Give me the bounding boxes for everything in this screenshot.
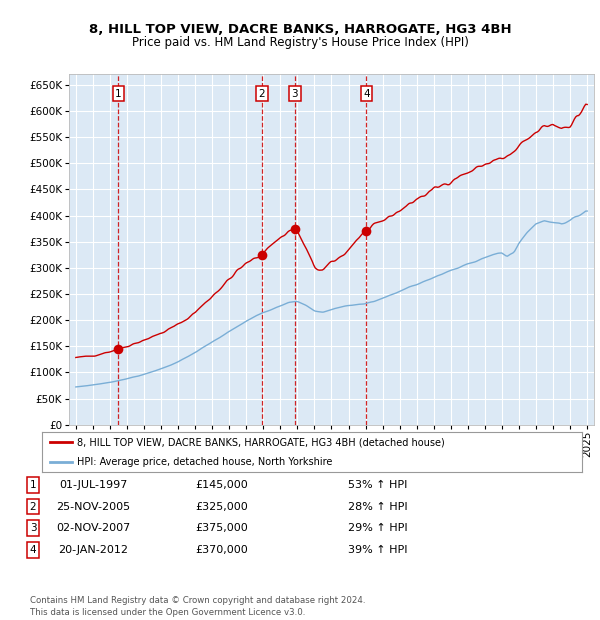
- Text: 01-JUL-1997: 01-JUL-1997: [59, 480, 127, 490]
- Text: 39% ↑ HPI: 39% ↑ HPI: [348, 545, 407, 555]
- Text: 4: 4: [363, 89, 370, 99]
- Text: 25-NOV-2005: 25-NOV-2005: [56, 502, 130, 512]
- Text: HPI: Average price, detached house, North Yorkshire: HPI: Average price, detached house, Nort…: [77, 458, 332, 467]
- Text: 28% ↑ HPI: 28% ↑ HPI: [348, 502, 407, 512]
- Text: £370,000: £370,000: [196, 545, 248, 555]
- Text: 2: 2: [29, 502, 37, 512]
- Text: 53% ↑ HPI: 53% ↑ HPI: [348, 480, 407, 490]
- Text: 1: 1: [29, 480, 37, 490]
- Text: Price paid vs. HM Land Registry's House Price Index (HPI): Price paid vs. HM Land Registry's House …: [131, 36, 469, 49]
- Text: 4: 4: [29, 545, 37, 555]
- Text: 3: 3: [292, 89, 298, 99]
- Text: Contains HM Land Registry data © Crown copyright and database right 2024.
This d: Contains HM Land Registry data © Crown c…: [30, 596, 365, 617]
- Text: 1: 1: [115, 89, 122, 99]
- Text: 3: 3: [29, 523, 37, 533]
- Text: 8, HILL TOP VIEW, DACRE BANKS, HARROGATE, HG3 4BH (detached house): 8, HILL TOP VIEW, DACRE BANKS, HARROGATE…: [77, 437, 445, 447]
- Text: 2: 2: [259, 89, 265, 99]
- Text: 8, HILL TOP VIEW, DACRE BANKS, HARROGATE, HG3 4BH: 8, HILL TOP VIEW, DACRE BANKS, HARROGATE…: [89, 23, 511, 36]
- Text: £375,000: £375,000: [196, 523, 248, 533]
- Text: £145,000: £145,000: [196, 480, 248, 490]
- Text: 29% ↑ HPI: 29% ↑ HPI: [348, 523, 407, 533]
- Text: 02-NOV-2007: 02-NOV-2007: [56, 523, 130, 533]
- Text: £325,000: £325,000: [196, 502, 248, 512]
- Text: 20-JAN-2012: 20-JAN-2012: [58, 545, 128, 555]
